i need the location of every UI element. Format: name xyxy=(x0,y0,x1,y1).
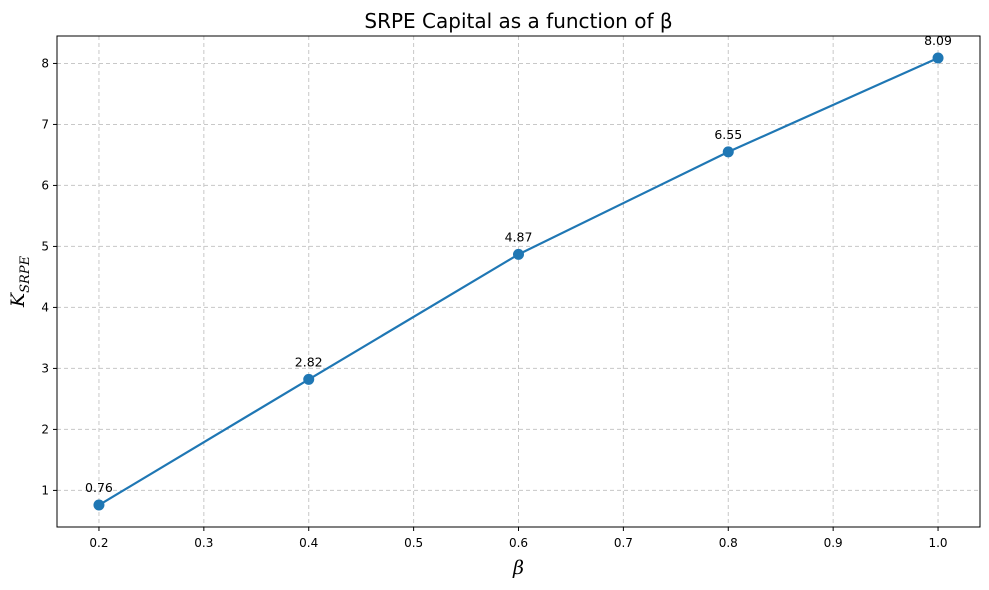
x-tick-label: 0.8 xyxy=(719,536,738,550)
data-label: 0.76 xyxy=(85,480,113,495)
data-point xyxy=(303,373,315,385)
y-tick-label: 7 xyxy=(41,117,49,131)
data-label: 2.82 xyxy=(295,354,323,369)
data-label: 6.55 xyxy=(714,127,742,142)
data-point xyxy=(932,52,944,64)
y-axis-label: KSRPE xyxy=(7,255,33,308)
y-axis-label-subscript: SRPE xyxy=(18,255,33,292)
y-tick-label: 5 xyxy=(41,239,49,253)
y-tick-label: 6 xyxy=(41,178,49,192)
x-tick-label: 0.3 xyxy=(194,536,213,550)
axis-ticks: 0.2 0.3 0.4 0.5 0.6 0.7 0.8 0.9 1.0 1 2 3 4 5 6 7 8 xyxy=(41,56,947,550)
y-tick-label: 2 xyxy=(41,422,49,436)
x-tick-label: 0.2 xyxy=(89,536,108,550)
data-label: 4.87 xyxy=(505,229,533,244)
x-tick-label: 0.7 xyxy=(614,536,633,550)
x-tick-label: 1.0 xyxy=(928,536,947,550)
data-label: 8.09 xyxy=(924,33,952,48)
y-tick-label: 3 xyxy=(41,361,49,375)
y-axis-label-main: K xyxy=(7,291,29,308)
x-tick-label: 0.9 xyxy=(824,536,843,550)
data-point xyxy=(93,499,105,511)
y-tick-label: 1 xyxy=(41,483,49,497)
series-layer: 0.76 2.82 4.87 6.55 8.09 xyxy=(85,33,952,511)
y-tick-label: 8 xyxy=(41,56,49,70)
data-point xyxy=(722,146,734,158)
x-tick-label: 0.4 xyxy=(299,536,318,550)
x-axis-label: β xyxy=(512,557,524,579)
grid-lines xyxy=(57,36,980,527)
x-tick-label: 0.5 xyxy=(404,536,423,550)
x-tick-label: 0.6 xyxy=(509,536,528,550)
y-tick-label: 4 xyxy=(41,300,49,314)
chart-title: SRPE Capital as a function of β xyxy=(364,9,672,33)
data-point xyxy=(513,248,524,260)
